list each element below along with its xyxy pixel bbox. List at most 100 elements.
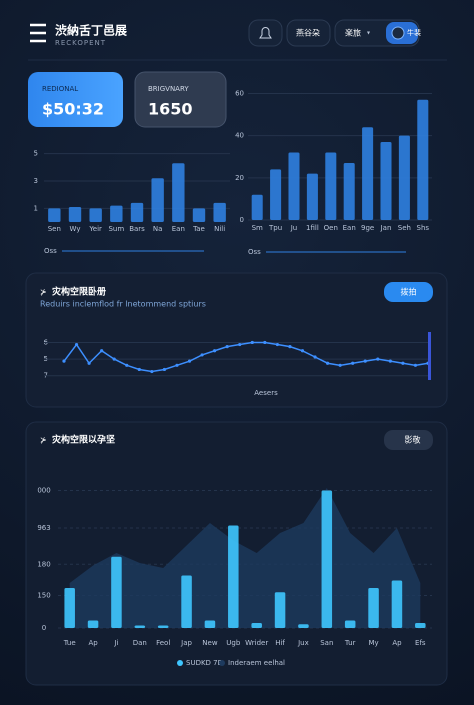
x-tick-label: Tue [63,639,76,647]
bar[interactable] [48,208,61,222]
bar[interactable] [213,202,226,222]
panel-title: 灾构空限以孕坚 [52,434,115,446]
x-tick-label: Tur [344,639,356,647]
panel-icon: ⊁ [40,436,47,445]
bar[interactable] [251,194,263,220]
x-tick-label: Sen [48,225,61,233]
avatar [391,26,405,40]
x-tick-label: Ap [392,639,402,647]
x-tick-label: Dan [133,639,147,647]
bar[interactable] [157,625,169,629]
bar[interactable] [110,205,123,222]
bar[interactable] [130,202,144,222]
x-tick-label: Tpu [268,224,282,232]
y-tick-label: 20 [235,174,244,182]
bar[interactable] [172,163,185,222]
bar[interactable] [270,169,282,220]
y-tick-label: 40 [235,132,244,140]
y-tick-label: 3 [34,177,38,185]
y-tick-label: 000 [37,487,50,495]
legend-label: Inderaem eelhal [228,659,285,667]
card[interactable] [134,71,227,128]
bar[interactable] [181,575,192,629]
app-subtitle: RECKOPENT [55,39,106,47]
panel-button[interactable] [384,282,433,302]
bar[interactable] [380,141,392,220]
bell-icon [259,27,272,39]
bar[interactable] [192,208,206,222]
menu-icon[interactable] [30,23,46,43]
bar[interactable] [111,556,122,628]
panel-title: 灾构空限卧册 [52,286,106,298]
x-tick-label: Ean [172,225,185,233]
card[interactable] [28,72,123,127]
y-tick-label: 180 [37,560,50,568]
bar[interactable] [251,623,262,628]
y-tick-label: 5 [34,150,38,158]
panel-button-label: 拨拍 [401,287,417,297]
x-tick-label: Wy [70,225,81,233]
card-label: REDIONAL [42,85,78,93]
x-tick-label: Na [153,225,163,233]
bar[interactable] [398,135,410,220]
bar[interactable] [298,624,309,628]
x-tick-label: Wrider [245,639,268,647]
bar[interactable] [274,592,286,628]
legend-label: SUDKD 7B [186,659,223,667]
x-tick-label: 1fill [306,224,319,232]
x-tick-label: Ap [88,639,98,647]
bar[interactable] [288,152,300,221]
bar[interactable] [87,620,99,629]
bar[interactable] [343,163,355,220]
x-tick-label: Oen [324,224,338,232]
panel-button[interactable] [384,430,433,450]
bar[interactable] [134,625,146,629]
x-tick-label: Jan [380,224,392,232]
card-value: $50:32 [42,100,104,119]
bar[interactable] [151,178,164,222]
x-tick-label: Hif [275,639,285,647]
x-tick-label: Nili [214,225,225,233]
x-tick-label: New [202,639,218,647]
bell-button[interactable] [248,19,283,47]
bar[interactable] [325,152,337,221]
action-button-label: 燕谷朶 [296,28,320,38]
action-button[interactable] [286,19,331,47]
bar[interactable] [68,206,82,222]
scroll-indicator [428,332,431,380]
bar[interactable] [391,580,403,629]
x-tick-label: Ju [290,224,298,232]
x-tick-label: My [368,639,378,647]
panel-button-label: 影敬 [405,435,421,445]
x-tick-label: Jap [180,639,192,647]
bar[interactable] [228,525,239,629]
x-axis-label: Aesers [254,389,278,397]
x-tick-label: Shs [417,224,430,232]
x-tick-label: Ji [113,639,118,647]
panel [25,272,448,408]
y-tick-label: 60 [235,89,244,97]
area [69,488,421,628]
bar[interactable] [204,620,216,629]
bar[interactable] [344,620,356,629]
panel-icon: ⊁ [40,288,47,297]
x-tick-label: Sum [108,225,124,233]
x-tick-label: San [320,639,333,647]
y-tick-label: 0 [240,216,244,224]
bar[interactable] [321,490,333,629]
x-tick-label: Efs [415,639,426,647]
card-value: 1650 [148,100,193,119]
card-label: BRIGVNARY [148,85,189,93]
x-tick-label: Bars [129,225,145,233]
bar[interactable] [64,588,75,628]
bar[interactable] [306,173,318,220]
bar[interactable] [89,208,102,222]
line [63,341,429,373]
bar[interactable] [368,588,379,628]
bar[interactable] [362,127,374,220]
bar[interactable] [417,99,429,220]
bar[interactable] [415,623,426,628]
x-tick-label: Seh [398,224,411,232]
